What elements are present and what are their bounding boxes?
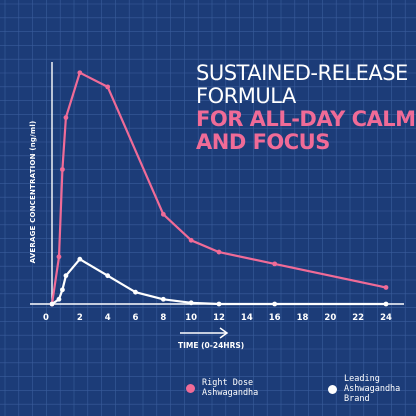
data-point-series-0 [60,167,65,172]
y-axis-label: AVERAGE CONCENTRATION (ng/ml) [29,120,37,264]
x-tick-label: 8 [160,313,166,323]
data-point-series-0 [77,70,83,76]
x-axis-label: TIME (0-24HRS) [178,341,245,350]
legend-item-right-dose: Right Dose Ashwagandha [186,378,280,398]
x-tick-label: 14 [241,313,253,323]
data-point-series-0 [383,285,389,290]
data-point-series-1 [105,273,111,279]
x-tick-label: 6 [133,313,139,323]
data-point-series-1 [77,256,83,262]
x-tick-labels: 0 2 4 6 8 10 12 14 16 18 20 22 24 [43,313,392,323]
x-tick-label: 16 [269,313,281,323]
data-point-series-1 [160,296,166,302]
data-point-series-0 [188,237,194,243]
x-tick-label: 18 [297,313,309,323]
legend-item-leading-brand: Leading Ashwagandha Brand [328,374,416,404]
x-tick-label: 4 [105,313,111,323]
data-point-series-1 [133,289,138,295]
data-point-series-1 [63,273,69,279]
headline-line-4: and focus [196,130,330,154]
headline-line-1: Sustained-release [196,61,408,85]
x-tick-label: 12 [213,313,225,323]
legend-label: Leading Ashwagandha Brand [344,374,401,404]
headline-line-2: formula [196,84,296,108]
legend-label: Right Dose Ashwagandha [202,378,259,398]
data-point-series-1 [49,301,55,307]
data-point-series-1 [60,287,65,293]
x-tick-label: 10 [185,313,197,323]
series [49,70,389,307]
data-point-series-1 [56,296,62,302]
x-tick-label: 2 [77,313,83,323]
x-tick-label: 20 [324,313,336,323]
legend-swatch-white [328,384,337,394]
headline-line-3: For all-day calm [196,107,416,131]
headline: Sustained-release formula For all-day ca… [196,61,416,154]
data-point-series-0 [272,261,278,267]
data-point-series-1 [188,300,194,306]
data-point-series-0 [216,249,222,255]
legend-swatch-pink [186,383,195,393]
data-point-series-1 [272,301,278,307]
time-arrow [180,327,229,339]
data-point-series-0 [56,254,62,260]
data-point-series-0 [105,84,111,90]
x-tick-label: 22 [352,313,364,323]
data-point-series-0 [160,211,166,217]
x-tick-label: 24 [380,313,392,323]
data-point-series-1 [383,301,389,307]
data-point-series-1 [216,301,222,307]
data-point-series-0 [63,115,69,120]
x-tick-label: 0 [43,313,49,323]
